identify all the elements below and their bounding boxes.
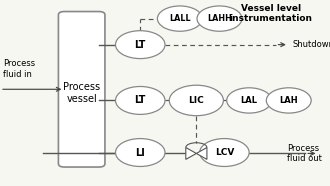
Polygon shape — [186, 147, 196, 159]
Text: LCV: LCV — [215, 148, 234, 157]
Text: LT: LT — [135, 40, 146, 50]
FancyBboxPatch shape — [58, 12, 105, 167]
Circle shape — [227, 88, 272, 113]
Text: LIC: LIC — [188, 96, 204, 105]
Text: Vessel level
instrumentation: Vessel level instrumentation — [229, 4, 312, 23]
Circle shape — [197, 6, 242, 31]
Circle shape — [115, 31, 165, 59]
Text: Process
vessel: Process vessel — [63, 82, 100, 104]
Text: Shutdown: Shutdown — [292, 40, 330, 49]
Text: LAH: LAH — [280, 96, 298, 105]
Text: LALL: LALL — [169, 14, 191, 23]
Circle shape — [157, 6, 202, 31]
Circle shape — [115, 86, 165, 114]
Circle shape — [169, 85, 223, 116]
Circle shape — [115, 139, 165, 166]
Text: LAHH: LAHH — [207, 14, 232, 23]
Circle shape — [266, 88, 311, 113]
Text: LI: LI — [135, 147, 145, 158]
Polygon shape — [196, 147, 207, 159]
Text: LAL: LAL — [241, 96, 258, 105]
Text: Process
fluid in: Process fluid in — [3, 59, 35, 78]
Text: LT: LT — [135, 95, 146, 105]
Text: Process
fluid out: Process fluid out — [287, 144, 322, 163]
Circle shape — [200, 139, 249, 166]
